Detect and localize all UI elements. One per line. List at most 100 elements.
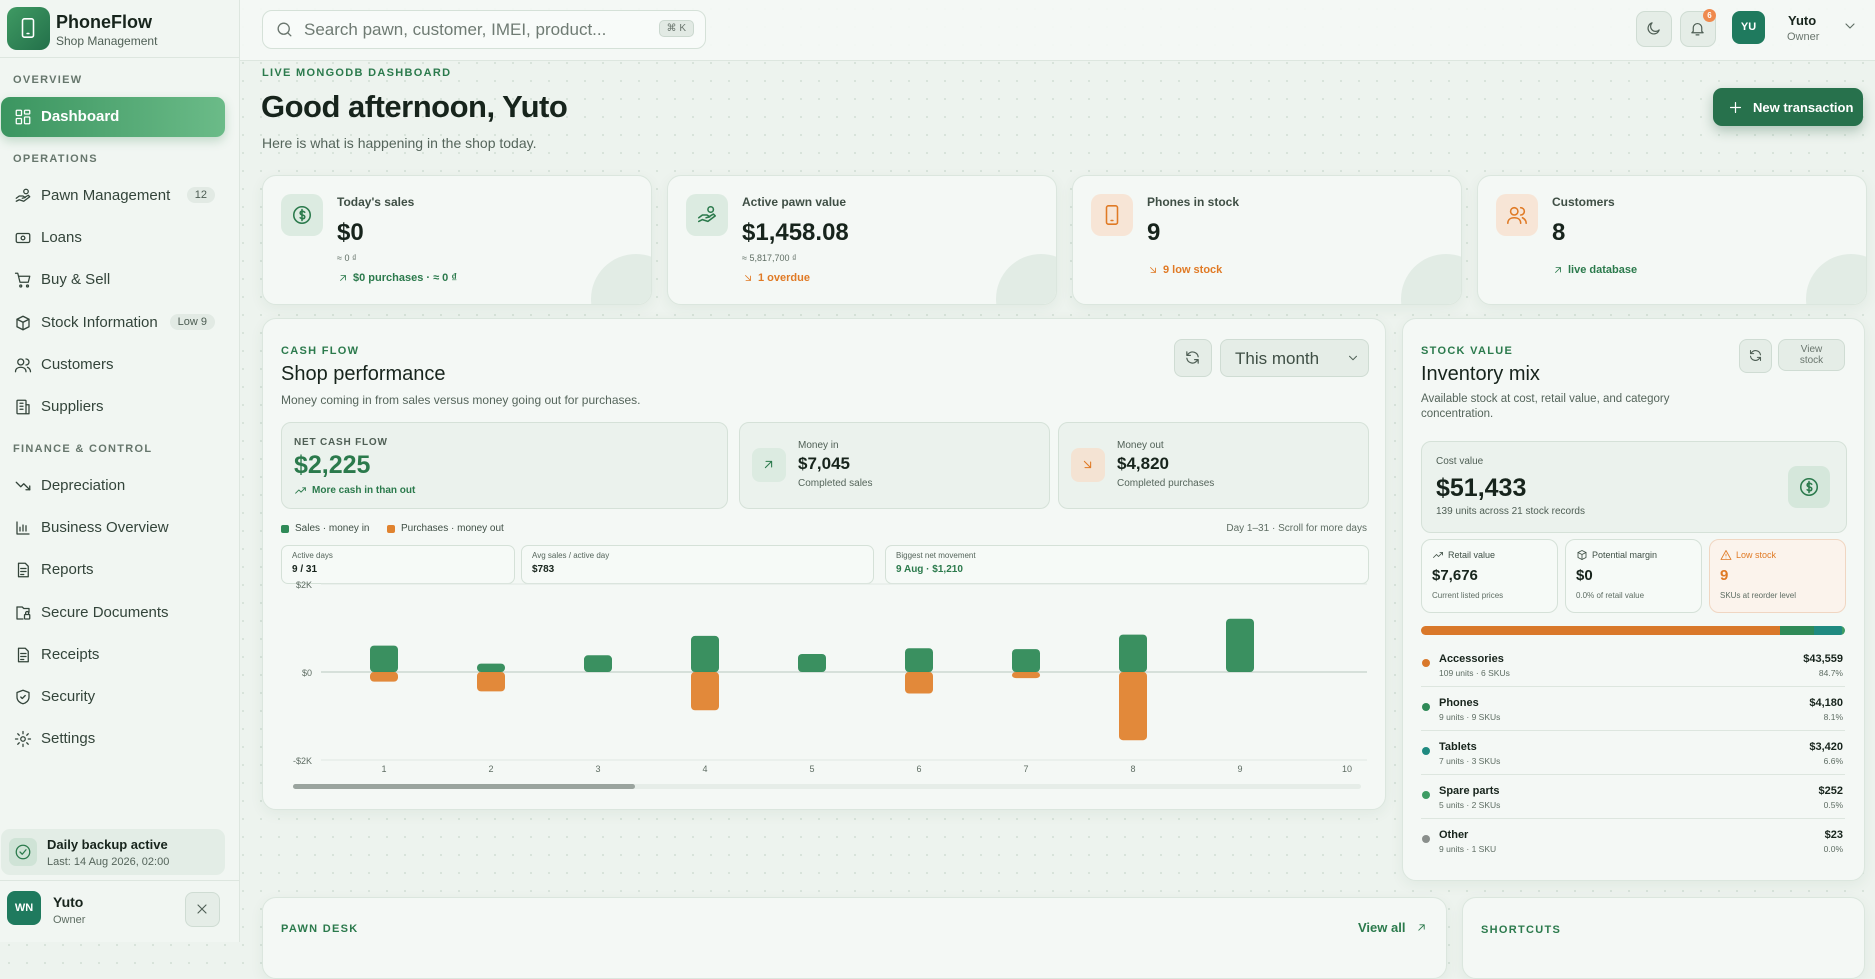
icon-part	[1508, 218, 1521, 224]
icon-part	[1187, 352, 1198, 363]
nav-label: Dashboard	[41, 108, 119, 125]
nav-item[interactable]: Receipts	[1, 635, 225, 675]
nav-item[interactable]: Depreciation	[1, 466, 225, 506]
stat-trend: 1 overdue	[742, 272, 1002, 286]
nav-item[interactable]: Security	[1, 677, 225, 717]
icon-part	[26, 359, 31, 372]
nav-label: Depreciation	[41, 477, 125, 494]
legend-swatch	[387, 525, 395, 533]
share-segment	[1780, 626, 1814, 635]
icon-part	[699, 215, 710, 218]
nav-item[interactable]: Secure Documents	[1, 593, 225, 633]
nav-label: Stock Information	[41, 314, 158, 331]
card-head: Low stock	[1720, 549, 1840, 563]
icon-part	[20, 403, 29, 414]
view-all-link[interactable]: View all	[1358, 919, 1438, 937]
stat-icon	[1496, 194, 1538, 236]
icon	[14, 646, 32, 664]
link-label: View all	[1358, 920, 1405, 935]
divider	[0, 880, 239, 881]
icon	[14, 108, 32, 126]
topbar: Search pawn, customer, IMEI, product...⌘…	[240, 0, 1875, 61]
icon	[1184, 349, 1201, 366]
icon	[14, 561, 32, 579]
nav-item[interactable]: Suppliers	[1, 387, 225, 427]
icon	[17, 17, 39, 39]
icon-part	[1807, 482, 1812, 493]
bar	[691, 636, 719, 672]
logo	[7, 7, 50, 50]
kpi-value: $4,820	[1117, 454, 1169, 474]
stat-value: 9	[1147, 219, 1160, 247]
icon-part	[16, 482, 30, 490]
stat-icon	[1091, 194, 1133, 236]
icon	[1506, 204, 1528, 226]
category-detail: 5 units · 2 SKUs	[1439, 800, 1500, 810]
search-box[interactable]: Search pawn, customer, IMEI, product...⌘…	[262, 10, 706, 49]
nav-item[interactable]: Reports	[1, 550, 225, 590]
stat-label: Active pawn value	[742, 195, 846, 209]
category-name: Tablets	[1439, 741, 1477, 753]
brand-tagline: Shop Management	[56, 34, 157, 48]
refresh-button[interactable]	[1739, 339, 1772, 373]
nav-item[interactable]: Loans	[1, 218, 225, 258]
nav-label: Pawn Management	[41, 187, 170, 204]
nav-item[interactable]: Dashboard	[1, 97, 225, 137]
bar	[1012, 672, 1040, 678]
icon	[1689, 20, 1706, 37]
nav-item[interactable]: Customers	[1, 345, 225, 385]
backup-title: Daily backup active	[47, 837, 168, 852]
icon	[275, 20, 294, 39]
period-select[interactable]: This month	[1220, 339, 1369, 377]
category-name: Phones	[1439, 697, 1479, 709]
icon-part	[17, 400, 26, 414]
theme-toggle[interactable]	[1636, 11, 1672, 47]
bar	[1119, 672, 1147, 740]
x-tick-label: 6	[916, 764, 921, 774]
icon	[1842, 18, 1858, 34]
nav-item[interactable]: Business Overview	[1, 508, 225, 548]
new-transaction-button[interactable]: New transaction	[1713, 88, 1863, 126]
metric-label: Avg sales / active day	[532, 551, 609, 560]
icon-part	[16, 110, 21, 115]
card-value: $7,676	[1432, 567, 1478, 584]
eyebrow: STOCK VALUE	[1421, 345, 1513, 357]
icon	[14, 314, 32, 332]
stat-icon	[686, 194, 728, 236]
icon-part	[25, 110, 30, 114]
user-menu[interactable]	[1842, 18, 1860, 36]
view-stock-button[interactable]: View stock	[1778, 339, 1845, 371]
nav-item[interactable]: Settings	[1, 719, 225, 759]
category-name: Other	[1439, 829, 1468, 841]
share-segment	[1814, 626, 1842, 635]
nav-item[interactable]: Buy & Sell	[1, 260, 225, 300]
decoration	[996, 254, 1057, 305]
icon-part	[21, 653, 26, 659]
close-button[interactable]	[185, 892, 220, 927]
icon	[1645, 20, 1662, 37]
icon-part	[1434, 553, 1443, 558]
category-share: 0.5%	[1824, 800, 1843, 810]
nav-section: OVERVIEW	[13, 74, 83, 86]
x-tick-label: 7	[1023, 764, 1028, 774]
icon-part	[21, 569, 26, 575]
page: PhoneFlow { "brand": {"name": "PhoneFlow…	[0, 0, 1875, 942]
refresh-button[interactable]	[1174, 339, 1212, 377]
stat-sub: ≈ 5,817,700 ₫	[742, 253, 797, 263]
eyebrow: CASH FLOW	[281, 345, 359, 357]
icon-part	[16, 845, 30, 859]
